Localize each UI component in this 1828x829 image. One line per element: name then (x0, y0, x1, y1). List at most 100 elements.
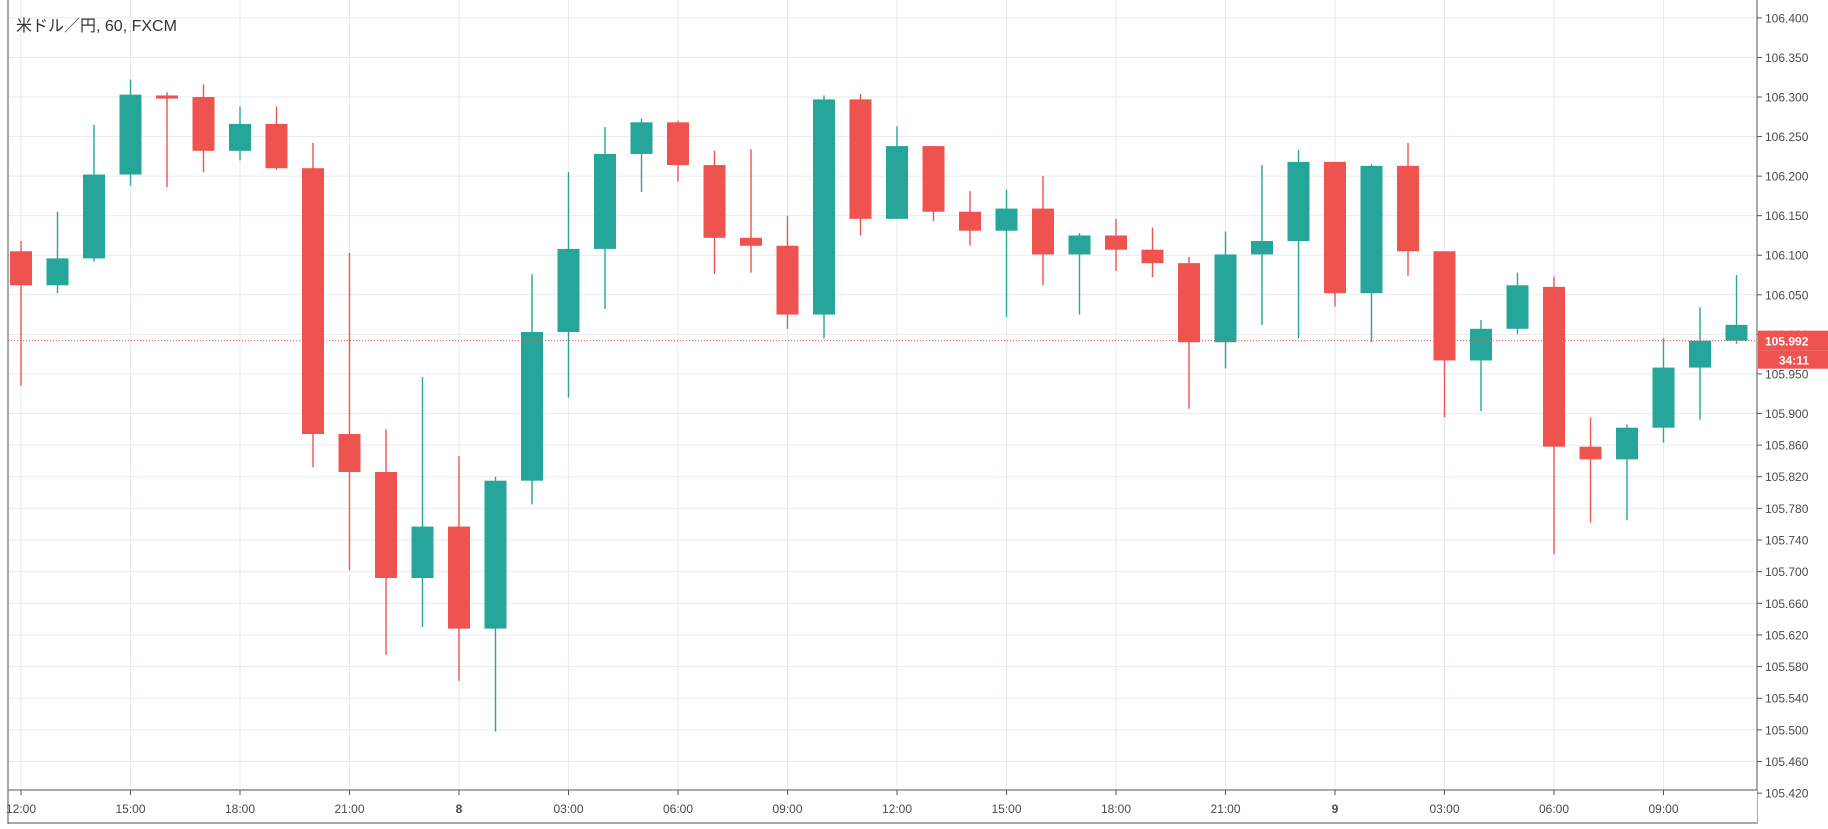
candle-body (1068, 235, 1091, 255)
candle-body (1652, 367, 1675, 428)
candle[interactable] (1068, 233, 1091, 315)
time-tick-label: 21:00 (1210, 802, 1240, 816)
candle-body (1324, 161, 1346, 294)
countdown-value: 34:11 (1779, 354, 1809, 368)
candle[interactable] (265, 106, 288, 170)
candle[interactable] (83, 124, 105, 262)
candle-body (740, 237, 762, 246)
candle[interactable] (1251, 165, 1273, 325)
candle[interactable] (411, 377, 434, 628)
candle[interactable] (703, 150, 726, 275)
candle-body (1397, 165, 1419, 252)
candle-body (83, 174, 105, 259)
price-tick-label: 105.900 (1765, 407, 1809, 421)
candle[interactable] (229, 106, 251, 161)
price-tick-label: 106.200 (1765, 170, 1809, 184)
candle[interactable] (1433, 251, 1456, 418)
candle[interactable] (1689, 307, 1711, 420)
time-tick-label: 18:00 (225, 802, 255, 816)
candle[interactable] (1725, 275, 1748, 344)
price-tick-label: 105.700 (1765, 565, 1809, 579)
candle[interactable] (1579, 417, 1602, 523)
countdown-badge (1758, 350, 1828, 369)
candle[interactable] (886, 126, 908, 219)
candle-body (1287, 161, 1310, 241)
candle-body (667, 122, 689, 166)
candle-body (1725, 324, 1748, 341)
candle[interactable] (1105, 218, 1127, 272)
last-price-badge[interactable] (1758, 330, 1828, 351)
candle-body (521, 331, 543, 481)
candle-body (448, 526, 470, 629)
candle[interactable] (959, 191, 981, 246)
price-tick-label: 106.050 (1765, 288, 1809, 302)
candle[interactable] (375, 429, 397, 655)
candle-body (1141, 249, 1164, 264)
candle[interactable] (1360, 164, 1383, 343)
candle-body (484, 480, 507, 629)
price-tick-label: 105.420 (1765, 787, 1809, 801)
price-tick-label: 106.300 (1765, 91, 1809, 105)
candle-body (849, 99, 872, 219)
candle[interactable] (594, 127, 616, 310)
candle[interactable] (1032, 176, 1054, 286)
candle-body (1105, 235, 1127, 250)
candle[interactable] (1652, 338, 1675, 443)
candle[interactable] (1397, 142, 1419, 276)
candle-body (119, 94, 142, 175)
time-tick-label: 03:00 (1429, 802, 1459, 816)
candle[interactable] (338, 252, 361, 571)
time-tick-label: 06:00 (1539, 802, 1569, 816)
candle[interactable] (630, 118, 653, 192)
time-axis[interactable]: 12:00 15:00 18:00 21:00 8 03:00 06:00 09:00 12:0… (0, 0, 1757, 824)
candle[interactable] (1543, 276, 1565, 555)
candle-body (1579, 446, 1602, 460)
candle[interactable] (557, 172, 580, 398)
price-tick-label: 106.150 (1765, 209, 1809, 223)
price-tick-label: 105.950 (1765, 367, 1809, 381)
candle[interactable] (1506, 272, 1529, 335)
time-tick-label: 15:00 (991, 802, 1021, 816)
candle[interactable] (46, 211, 69, 294)
price-axis-background (1757, 0, 1828, 790)
candle[interactable] (156, 92, 178, 188)
candle[interactable] (667, 120, 689, 182)
candle-body (1543, 286, 1565, 447)
price-tick-label: 105.620 (1765, 628, 1809, 642)
candle[interactable] (521, 274, 543, 505)
candle[interactable] (740, 149, 762, 273)
candle[interactable] (192, 84, 215, 173)
candle[interactable] (776, 215, 799, 329)
candles[interactable] (10, 79, 1748, 732)
candle[interactable] (849, 93, 872, 236)
price-axis[interactable]: 106.400 106.350 106.300 106.250 106.200 106.1… (1756, 0, 1828, 824)
candle-body (192, 97, 215, 151)
candle-body (375, 471, 397, 579)
candle-body (265, 123, 288, 169)
candle[interactable] (1178, 256, 1200, 409)
candle-body (46, 258, 69, 286)
candle[interactable] (119, 79, 142, 186)
candle[interactable] (10, 240, 32, 386)
candle[interactable] (448, 456, 470, 681)
time-tick-label: 8 (456, 802, 463, 816)
candle[interactable] (1324, 161, 1346, 307)
price-tick-label: 105.780 (1765, 502, 1809, 516)
candle[interactable] (302, 142, 324, 468)
price-tick-label: 105.660 (1765, 597, 1809, 611)
candle[interactable] (1141, 227, 1164, 278)
time-axis-background (0, 790, 1757, 824)
candle[interactable] (1214, 231, 1237, 369)
candle[interactable] (922, 146, 945, 222)
candle-body (703, 165, 726, 238)
price-tick-label: 105.820 (1765, 470, 1809, 484)
candle[interactable] (813, 95, 835, 339)
candle[interactable] (1470, 320, 1492, 412)
candle[interactable] (1287, 150, 1310, 339)
candle-body (886, 146, 908, 219)
candle[interactable] (484, 476, 507, 732)
candle-body (1616, 427, 1638, 460)
candle[interactable] (1616, 424, 1638, 521)
candle[interactable] (995, 189, 1018, 317)
